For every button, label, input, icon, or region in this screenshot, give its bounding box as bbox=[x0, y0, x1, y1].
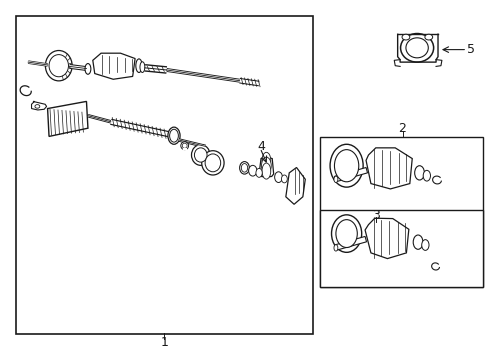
Circle shape bbox=[35, 105, 40, 108]
Polygon shape bbox=[47, 102, 88, 136]
Ellipse shape bbox=[167, 127, 180, 144]
Polygon shape bbox=[93, 53, 135, 79]
Ellipse shape bbox=[334, 150, 358, 182]
Ellipse shape bbox=[136, 59, 142, 72]
Ellipse shape bbox=[241, 163, 247, 172]
Ellipse shape bbox=[421, 240, 428, 250]
Polygon shape bbox=[31, 102, 46, 110]
Text: 4: 4 bbox=[257, 140, 265, 153]
Ellipse shape bbox=[333, 176, 337, 183]
Polygon shape bbox=[365, 218, 408, 258]
Polygon shape bbox=[366, 148, 411, 189]
Circle shape bbox=[424, 34, 432, 40]
Polygon shape bbox=[334, 167, 367, 182]
Ellipse shape bbox=[85, 64, 91, 74]
Ellipse shape bbox=[182, 143, 187, 148]
Ellipse shape bbox=[329, 144, 363, 187]
Text: 1: 1 bbox=[160, 336, 168, 349]
Ellipse shape bbox=[49, 55, 68, 77]
Polygon shape bbox=[319, 210, 482, 287]
Polygon shape bbox=[285, 167, 305, 204]
Ellipse shape bbox=[262, 152, 270, 168]
Ellipse shape bbox=[191, 145, 209, 165]
Polygon shape bbox=[16, 16, 312, 334]
Ellipse shape bbox=[333, 245, 337, 251]
Text: 3: 3 bbox=[371, 209, 379, 222]
Text: 5: 5 bbox=[466, 43, 474, 56]
Polygon shape bbox=[319, 137, 482, 287]
Ellipse shape bbox=[169, 129, 178, 142]
Ellipse shape bbox=[400, 33, 433, 62]
Ellipse shape bbox=[181, 142, 188, 150]
Ellipse shape bbox=[140, 62, 144, 72]
Ellipse shape bbox=[274, 172, 282, 183]
Polygon shape bbox=[259, 157, 273, 177]
Ellipse shape bbox=[412, 235, 422, 249]
Ellipse shape bbox=[204, 154, 220, 172]
Ellipse shape bbox=[45, 50, 72, 81]
Ellipse shape bbox=[255, 168, 262, 177]
Text: 2: 2 bbox=[398, 122, 406, 135]
Ellipse shape bbox=[248, 165, 256, 176]
Ellipse shape bbox=[281, 175, 287, 183]
Ellipse shape bbox=[201, 151, 224, 175]
Polygon shape bbox=[334, 237, 366, 250]
Circle shape bbox=[401, 34, 409, 40]
Ellipse shape bbox=[414, 166, 424, 180]
Ellipse shape bbox=[331, 215, 361, 252]
Ellipse shape bbox=[335, 220, 357, 248]
Ellipse shape bbox=[405, 38, 427, 58]
Ellipse shape bbox=[262, 163, 270, 179]
Ellipse shape bbox=[194, 148, 206, 162]
Ellipse shape bbox=[261, 157, 271, 174]
Ellipse shape bbox=[239, 162, 249, 174]
Ellipse shape bbox=[422, 170, 429, 181]
